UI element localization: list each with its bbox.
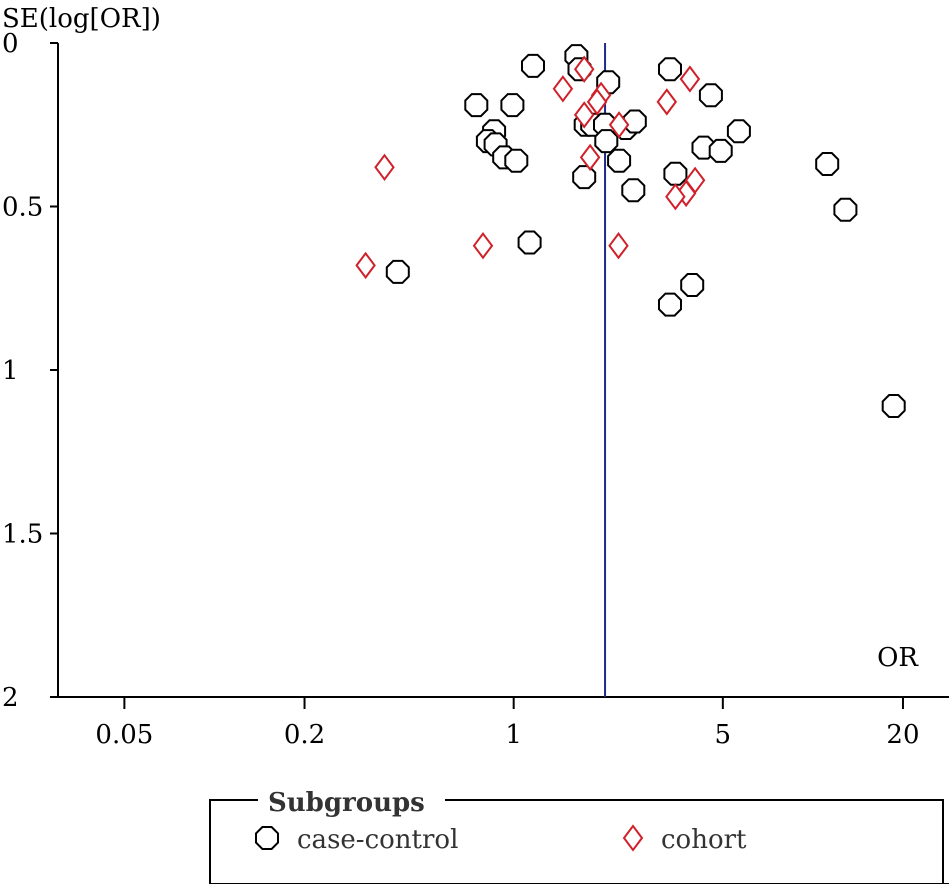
x-tick-label-0: 0.05 xyxy=(95,720,153,750)
y-tick-label-3: 1.5 xyxy=(2,520,43,550)
y-tick-label-0: 0 xyxy=(2,29,19,59)
case-control-point-12 xyxy=(622,109,647,134)
cohort-point-13 xyxy=(472,232,494,260)
case-control-point-25 xyxy=(815,152,840,176)
x-tick-label-4: 20 xyxy=(886,720,919,750)
cohort-point-8 xyxy=(579,143,601,172)
case-control-point-27 xyxy=(833,197,858,222)
cohort-point-14 xyxy=(608,232,629,260)
case-control-point-28 xyxy=(517,230,542,255)
legend-label-cohort: cohort xyxy=(661,825,747,855)
cohort-point-0 xyxy=(573,55,595,83)
case-control-point-5 xyxy=(698,83,723,108)
series-case-control xyxy=(385,44,906,418)
legend-frame xyxy=(209,799,949,884)
case-control-point-29 xyxy=(385,259,410,284)
case-control-point-32 xyxy=(881,394,906,418)
y-tick-label-1: 0.5 xyxy=(2,193,43,223)
case-control-point-14 xyxy=(726,119,751,144)
case-control-point-4 xyxy=(658,57,682,82)
legend-marker-case-control xyxy=(255,826,279,850)
cohort-point-9 xyxy=(374,153,395,181)
y-ticks: 0 0.5 1 1.5 2 xyxy=(2,29,58,713)
legend-title: Subgroups xyxy=(268,788,425,818)
case-control-point-26 xyxy=(621,178,646,203)
cohort-point-2 xyxy=(552,75,574,103)
x-tick-label-2: 1 xyxy=(505,720,522,750)
series-cohort xyxy=(355,55,706,280)
case-control-point-6 xyxy=(464,93,489,118)
cohort-point-1 xyxy=(679,65,701,93)
case-control-point-0 xyxy=(521,53,545,78)
case-control-point-7 xyxy=(500,93,525,118)
y-axis-title: SE(log[OR]) xyxy=(2,4,161,34)
case-control-point-21 xyxy=(504,148,529,173)
case-control-point-31 xyxy=(658,292,682,317)
cohort-point-6 xyxy=(573,101,595,129)
legend-label-case-control: case-control xyxy=(297,825,458,855)
case-control-point-30 xyxy=(680,273,705,297)
cohort-point-4 xyxy=(586,88,608,116)
legend: Subgroups case-control cohort xyxy=(209,788,949,884)
case-control-point-19 xyxy=(708,138,733,163)
x-tick-label-3: 5 xyxy=(715,720,732,750)
y-tick-label-2: 1 xyxy=(2,356,19,386)
x-ticks: 0.05 0.2 1 5 20 xyxy=(95,697,920,750)
cohort-point-5 xyxy=(656,88,678,116)
case-control-point-23 xyxy=(572,165,597,190)
case-control-point-24 xyxy=(663,161,688,186)
cohort-point-15 xyxy=(355,251,376,280)
legend-marker-cohort xyxy=(622,824,644,852)
x-axis-title: OR xyxy=(877,643,919,673)
cohort-point-7 xyxy=(608,111,630,139)
y-tick-label-4: 2 xyxy=(2,683,19,713)
cohort-point-12 xyxy=(665,183,686,211)
case-control-point-22 xyxy=(607,148,632,173)
x-tick-label-1: 0.2 xyxy=(284,720,325,750)
